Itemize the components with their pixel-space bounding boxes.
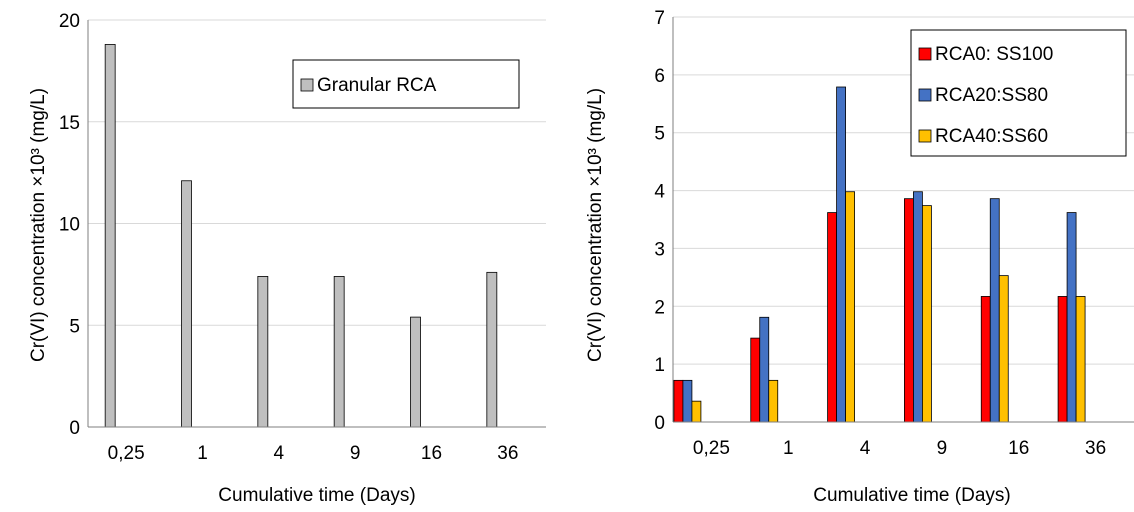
- bar: [673, 379, 684, 423]
- x-tick-label: 16: [421, 443, 442, 464]
- bar: [989, 198, 1000, 423]
- bar: [827, 212, 837, 423]
- bar: [845, 191, 855, 423]
- legend-label: RCA20:SS80: [935, 85, 1048, 106]
- bar: [768, 379, 779, 423]
- bar: [922, 205, 932, 423]
- y-tick-label: 15: [59, 113, 80, 134]
- bar: [836, 86, 846, 423]
- x-tick-label: 9: [937, 438, 948, 459]
- legend-label: RCA40:SS60: [935, 126, 1048, 147]
- y-tick-label: 5: [654, 124, 665, 145]
- y-tick-label: 0: [69, 418, 80, 439]
- bar: [181, 180, 192, 428]
- x-tick-label: 9: [350, 443, 361, 464]
- legend-box: [910, 29, 1127, 157]
- legend: Granular RCA: [292, 59, 520, 109]
- x-tick-label: 36: [497, 443, 518, 464]
- bar: [759, 316, 770, 423]
- bar: [257, 276, 269, 428]
- y-tick-label: 7: [654, 8, 665, 29]
- bar: [980, 296, 991, 423]
- x-tick-label: 0,25: [693, 438, 730, 459]
- x-tick-labels: 0,25 1 4 9 16 36: [693, 438, 1106, 459]
- y-tick-label: 10: [59, 215, 80, 236]
- x-tick-label: 4: [860, 438, 871, 459]
- bar: [904, 198, 914, 423]
- legend-swatch: [300, 78, 314, 92]
- y-tick-label: 0: [654, 413, 665, 434]
- axes: [87, 20, 546, 428]
- y-tick-label: 20: [59, 11, 80, 32]
- bar: [333, 276, 345, 428]
- y-tick-label: 1: [654, 355, 665, 376]
- grid-lines: [88, 19, 546, 326]
- chart-rca-ss-mixes: 0 1 2 3 4 5 6 7 0,25 1 4 9 16 36 Cumulative time (Da…: [585, 8, 1134, 506]
- bar: [410, 316, 421, 428]
- chart-granular-rca: 0 5 10 15 20 0,25 1 4 9 16 36 Cumulative time (Da…: [28, 11, 546, 506]
- x-tick-label: 36: [1085, 438, 1106, 459]
- x-tick-label: 1: [783, 438, 794, 459]
- legend: RCA0: SS100 RCA20:SS80 RCA40:SS60: [910, 29, 1127, 157]
- x-axis-title: Cumulative time (Days): [813, 485, 1010, 506]
- legend-label: RCA0: SS100: [935, 44, 1053, 65]
- legend-swatch: [918, 129, 932, 143]
- bar: [1066, 212, 1077, 423]
- legend-swatch: [918, 88, 932, 102]
- bar: [104, 44, 116, 428]
- bar: [486, 271, 498, 428]
- bar: [1057, 296, 1068, 423]
- y-tick-label: 5: [69, 316, 80, 337]
- bar: [682, 379, 693, 423]
- legend-swatch: [918, 47, 932, 61]
- x-tick-labels: 0,25 1 4 9 16 36: [108, 443, 519, 464]
- y-tick-label: 2: [654, 297, 665, 318]
- bar: [1075, 296, 1086, 423]
- y-axis-title: Cr(VI) concentration ×10³ (mg/L): [28, 88, 49, 362]
- bar: [691, 400, 702, 423]
- axes: [672, 17, 1134, 423]
- y-axis-title: Cr(VI) concentration ×10³ (mg/L): [585, 88, 606, 362]
- x-tick-label: 1: [197, 443, 208, 464]
- bar: [998, 275, 1009, 423]
- y-tick-labels: 0 1 2 3 4 5 6 7: [654, 8, 665, 434]
- y-tick-labels: 0 5 10 15 20: [59, 11, 80, 439]
- legend-label: Granular RCA: [317, 75, 437, 96]
- x-tick-label: 4: [274, 443, 285, 464]
- x-axis-title: Cumulative time (Days): [218, 485, 415, 506]
- y-tick-label: 3: [654, 239, 665, 260]
- legend-box: [292, 59, 520, 109]
- bar: [913, 191, 923, 423]
- bar: [750, 337, 761, 423]
- y-tick-label: 4: [654, 182, 665, 203]
- x-tick-label: 16: [1008, 438, 1029, 459]
- y-tick-label: 6: [654, 66, 665, 87]
- x-tick-label: 0,25: [108, 443, 145, 464]
